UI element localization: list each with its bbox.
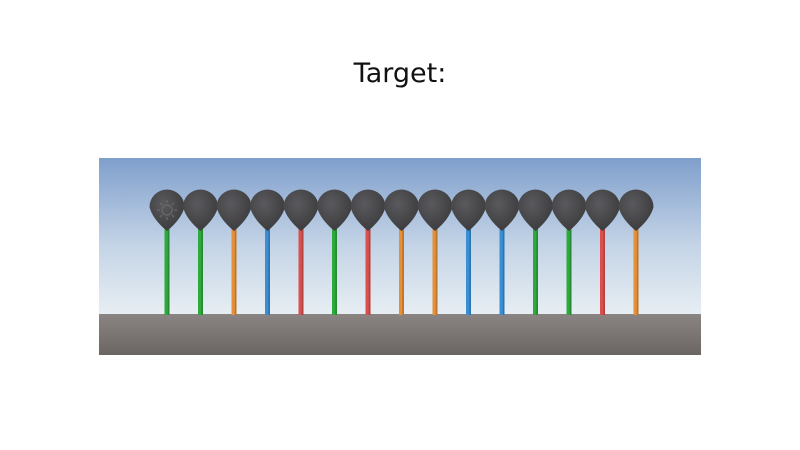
pin-bulb xyxy=(451,189,486,231)
pin-stick-shade xyxy=(402,220,404,315)
pin xyxy=(618,189,654,315)
pin-stick xyxy=(164,220,170,315)
pin xyxy=(149,189,185,315)
pin-stick xyxy=(600,220,605,315)
pin xyxy=(350,189,386,315)
pin-bulb xyxy=(518,189,553,231)
pin-stick-shade xyxy=(201,220,203,315)
pin-bulb xyxy=(618,189,654,231)
pin-bulb xyxy=(350,189,386,231)
pin xyxy=(551,189,587,315)
pin xyxy=(216,189,252,315)
pin-stick-shade xyxy=(335,220,337,315)
pin-stick-shade xyxy=(268,220,270,315)
pin xyxy=(183,189,218,315)
pin-stick-shade xyxy=(502,220,505,315)
pin-stick-shade xyxy=(301,220,304,315)
pin-stick-shade xyxy=(234,220,237,315)
ground xyxy=(99,314,701,355)
pin-bulb xyxy=(551,189,587,231)
pin-bulb xyxy=(417,189,453,231)
pin-bulb xyxy=(149,189,185,231)
pin-bulb xyxy=(283,189,319,231)
pin-stick xyxy=(533,220,538,315)
pin-bulb xyxy=(317,189,352,231)
pin-stick xyxy=(633,220,639,315)
scene-viewport xyxy=(99,158,701,355)
pin-stick-shade xyxy=(469,220,471,315)
pin-stick xyxy=(466,220,471,315)
pin-bulb xyxy=(183,189,218,231)
pin xyxy=(384,189,419,315)
pin-stick-shade xyxy=(603,220,605,315)
scene-render xyxy=(99,158,701,355)
pin xyxy=(317,189,352,315)
pin-stick xyxy=(265,220,270,315)
pin-stick-shade xyxy=(368,220,371,315)
pin-stick xyxy=(399,220,404,315)
pin xyxy=(585,189,620,315)
pin xyxy=(451,189,486,315)
pin-bulb xyxy=(585,189,620,231)
pin-stick-shade xyxy=(636,220,639,315)
pin xyxy=(484,189,520,315)
pin-stick xyxy=(566,220,572,315)
pin-bulb xyxy=(484,189,520,231)
pin-bulb xyxy=(250,189,285,231)
pin-stick xyxy=(365,220,371,315)
target-title: Target: xyxy=(353,58,447,89)
pin-stick xyxy=(499,220,505,315)
pin-stick xyxy=(198,220,203,315)
sun-gizmo-icon xyxy=(157,200,177,220)
pin-stick xyxy=(432,220,438,315)
pin-bulb xyxy=(216,189,252,231)
pin xyxy=(250,189,285,315)
pin-stick-shade xyxy=(167,220,170,315)
pin-stick xyxy=(332,220,337,315)
pin-row xyxy=(149,189,654,315)
pin-bulb xyxy=(384,189,419,231)
pin-stick-shade xyxy=(536,220,538,315)
pin-stick xyxy=(298,220,304,315)
pin xyxy=(518,189,553,315)
pin xyxy=(417,189,453,315)
pin-stick-shade xyxy=(569,220,572,315)
pin-stick xyxy=(231,220,237,315)
pin xyxy=(283,189,319,315)
pin-stick-shade xyxy=(435,220,438,315)
